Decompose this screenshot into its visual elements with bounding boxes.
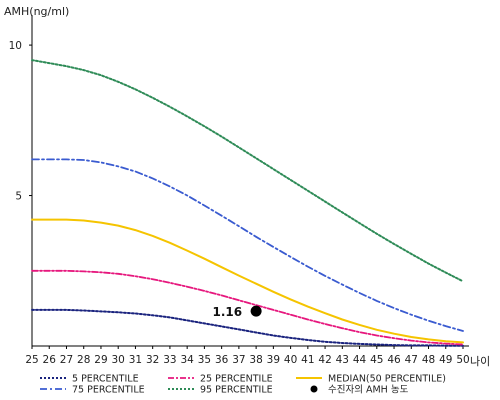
series-line	[31, 308, 464, 347]
x-tick-label: 43	[336, 354, 349, 366]
legend-swatch	[310, 385, 318, 393]
x-tick-label: 30	[112, 354, 125, 366]
x-tick-label: 33	[163, 354, 176, 366]
x-tick-label: 38	[249, 354, 262, 366]
series-line	[31, 269, 464, 346]
y-tick-label: 5	[15, 191, 22, 203]
axes: 25 26 27 28 29 30 31 32 33 34 35 36 37 38 39 40 41 42 43 44…	[9, 15, 470, 366]
x-tick-label: 45	[370, 354, 383, 366]
x-tick-label: 29	[94, 354, 107, 366]
x-tick-label: 34	[180, 354, 194, 366]
x-tick-label: 42	[318, 354, 331, 366]
x-tick-label: 35	[198, 354, 211, 366]
series-line	[31, 59, 464, 283]
x-tick-label: 41	[301, 354, 314, 366]
series-line	[31, 158, 464, 332]
x-tick-label: 31	[129, 354, 142, 366]
series-line	[31, 218, 464, 344]
x-tick-label: 28	[77, 354, 90, 366]
y-tick-label: 10	[9, 40, 22, 52]
x-tick-label: 49	[439, 354, 452, 366]
legend-label: MEDIAN(50 PERCENTILE)	[328, 374, 446, 385]
x-tick-label: 37	[232, 354, 245, 366]
legend-label: 25 PERCENTILE	[200, 374, 273, 385]
x-tick-label: 47	[405, 354, 418, 366]
x-tick-label: 50	[456, 354, 469, 366]
x-tick-label: 44	[353, 354, 367, 366]
x-axis-label: 나이	[470, 355, 490, 368]
series-layer	[31, 59, 464, 347]
x-tick-label: 32	[146, 354, 159, 366]
points-layer: 1.16	[213, 305, 262, 319]
legend-label: 95 PERCENTILE	[200, 385, 273, 396]
legend-label: 5 PERCENTILE	[72, 374, 139, 385]
legend: 5 PERCENTILE 25 PERCENTILE MEDIAN(50 PERCE…	[40, 374, 446, 396]
y-axis-label: AMH(ng/ml)	[4, 5, 69, 18]
x-tick-label: 36	[215, 354, 229, 366]
data-point	[250, 305, 262, 317]
data-point-label: 1.16	[213, 305, 243, 319]
x-tick-label: 39	[267, 354, 280, 366]
x-tick-label: 40	[284, 354, 297, 366]
x-tick-label: 46	[387, 354, 401, 366]
x-tick-label: 26	[43, 354, 57, 366]
x-tick-label: 48	[422, 354, 435, 366]
legend-label: 75 PERCENTILE	[72, 385, 145, 396]
legend-label: 수진자의 AMH 농도	[328, 385, 409, 396]
x-tick-label: 25	[25, 354, 38, 366]
x-tick-label: 27	[60, 354, 73, 366]
